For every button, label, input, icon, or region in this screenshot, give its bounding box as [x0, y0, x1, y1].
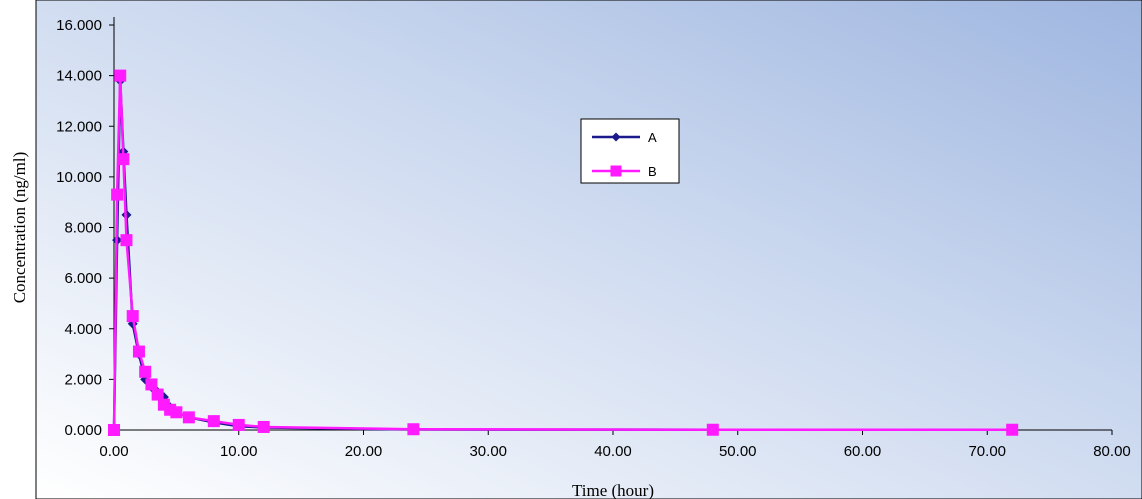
y-axis-title: Concentration (ng/ml)	[10, 152, 29, 304]
data-point-b	[170, 406, 183, 419]
x-axis-title: Time (hour)	[572, 481, 654, 499]
x-tick-label: 0.00	[99, 443, 128, 460]
data-point-b	[139, 365, 152, 378]
y-tick-label: 0.000	[64, 422, 102, 439]
legend-box	[580, 118, 680, 184]
data-point-b	[151, 388, 164, 401]
x-tick-label: 80.00	[1093, 443, 1131, 460]
y-tick-label: 10.000	[56, 169, 102, 186]
y-tick-label: 6.000	[64, 270, 102, 287]
series-b	[108, 69, 1019, 436]
y-tick-label: 12.000	[56, 118, 102, 135]
y-tick-label: 14.000	[56, 68, 102, 85]
chart-background	[35, 0, 1142, 499]
data-point-b	[207, 415, 220, 428]
data-point-b	[232, 418, 245, 431]
legend-marker-a	[611, 132, 621, 142]
data-point-b	[108, 424, 120, 436]
y-tick-label: 16.000	[56, 17, 102, 34]
data-point-b	[145, 378, 158, 391]
data-point-b	[132, 345, 145, 358]
x-tick-label: 30.00	[469, 443, 507, 460]
x-tick-label: 40.00	[594, 443, 632, 460]
legend-label-b: B	[648, 164, 657, 179]
x-tick-label: 20.00	[345, 443, 383, 460]
y-tick-label: 4.000	[64, 321, 102, 338]
data-point-b	[117, 153, 130, 166]
x-tick-label: 50.00	[719, 443, 757, 460]
data-point-b	[706, 423, 719, 436]
data-point-b	[114, 69, 127, 82]
data-point-b	[1006, 423, 1019, 436]
data-point-b	[182, 411, 195, 424]
data-point-b	[257, 420, 270, 433]
legend-marker-b	[610, 165, 622, 177]
data-point-b	[111, 188, 124, 201]
y-tick-label: 8.000	[64, 220, 102, 237]
data-point-b	[120, 234, 133, 247]
data-point-b	[407, 423, 420, 436]
legend-label-a: A	[648, 130, 657, 145]
x-tick-label: 10.00	[220, 443, 258, 460]
data-point-b	[126, 310, 139, 323]
y-tick-label: 2.000	[64, 371, 102, 388]
x-tick-label: 70.00	[968, 443, 1006, 460]
x-tick-label: 60.00	[844, 443, 882, 460]
